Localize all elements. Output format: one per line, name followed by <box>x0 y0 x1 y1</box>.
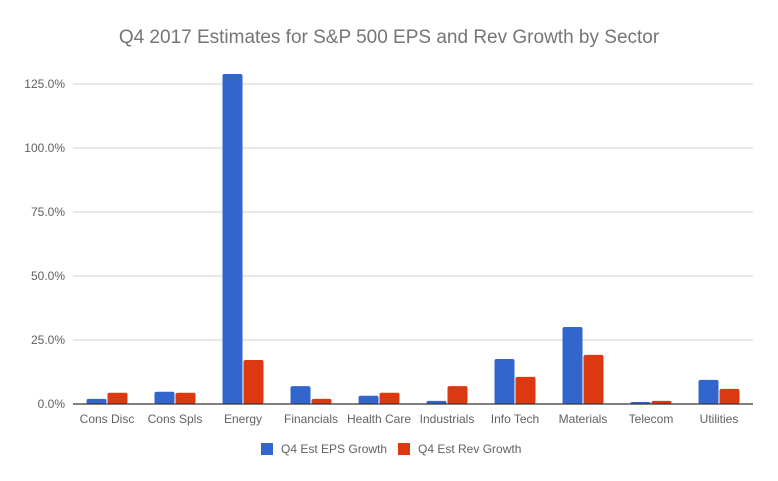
legend-label-rev: Q4 Est Rev Growth <box>418 442 521 456</box>
y-tick-label: 75.0% <box>31 205 65 219</box>
bar-eps-info-tech <box>494 358 515 404</box>
bar-eps-materials <box>562 326 583 404</box>
y-tick-label: 50.0% <box>31 269 65 283</box>
bar-rev-health-care <box>379 392 400 404</box>
x-tick-label: Industrials <box>420 412 475 426</box>
x-tick-label: Materials <box>559 412 608 426</box>
bar-rev-cons-spls <box>175 392 196 404</box>
bar-rev-energy <box>243 359 264 404</box>
bar-rev-utilities <box>719 388 740 404</box>
bar-eps-cons-disc <box>86 398 107 404</box>
y-tick-label: 100.0% <box>24 141 65 155</box>
legend-label-eps: Q4 Est EPS Growth <box>281 442 387 456</box>
x-tick-label: Health Care <box>347 412 411 426</box>
bar-eps-health-care <box>358 395 379 404</box>
x-tick-label: Telecom <box>629 412 674 426</box>
x-tick-label: Utilities <box>700 412 739 426</box>
bar-eps-energy <box>222 74 243 405</box>
legend-swatch-eps <box>261 443 273 455</box>
x-tick-label: Cons Spls <box>148 412 203 426</box>
bar-rev-materials <box>583 354 604 404</box>
bar-eps-financials <box>290 386 311 404</box>
bar-eps-industrials <box>426 400 447 404</box>
x-tick-label: Financials <box>284 412 338 426</box>
bar-rev-financials <box>311 398 332 404</box>
chart-title: Q4 2017 Estimates for S&P 500 EPS and Re… <box>119 27 660 48</box>
y-axis-ticks: 0.0% 25.0% 50.0% 75.0% 100.0% 125.0% <box>24 77 65 411</box>
y-tick-label: 125.0% <box>24 77 65 91</box>
bar-rev-industrials <box>447 386 468 404</box>
legend-swatch-rev <box>398 443 410 455</box>
legend: Q4 Est EPS Growth Q4 Est Rev Growth <box>261 442 521 456</box>
bar-rev-telecom <box>651 400 672 404</box>
bar-rev-info-tech <box>515 376 536 404</box>
bar-eps-cons-spls <box>154 391 175 404</box>
bar-eps-utilities <box>698 379 719 404</box>
y-tick-label: 0.0% <box>38 397 66 411</box>
bar-rev-cons-disc <box>107 392 128 404</box>
y-tick-label: 25.0% <box>31 333 65 347</box>
x-tick-label: Cons Disc <box>80 412 135 426</box>
x-tick-label: Info Tech <box>491 412 539 426</box>
gridlines <box>73 83 753 341</box>
x-tick-label: Energy <box>224 412 262 426</box>
x-axis-categories: Cons Disc Cons Spls Energy Financials Health… <box>80 412 739 426</box>
bars <box>86 74 740 405</box>
